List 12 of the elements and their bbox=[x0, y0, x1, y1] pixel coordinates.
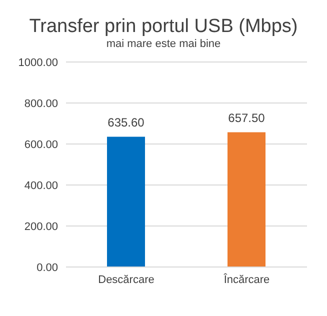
y-tick-label: 200.00 bbox=[24, 220, 58, 233]
data-label: 635.60 bbox=[108, 116, 145, 130]
y-tick-label: 1000.00 bbox=[18, 56, 58, 69]
x-tick-label: Încărcare bbox=[222, 272, 270, 286]
chart-subtitle: mai mare este mai bine bbox=[105, 38, 222, 50]
y-tick-label: 0.00 bbox=[36, 262, 58, 274]
data-label: 657.50 bbox=[228, 111, 266, 126]
chart-title: Transfer prin portul USB (Mbps) bbox=[28, 15, 299, 38]
y-tick-label: 800.00 bbox=[24, 98, 58, 110]
y-tick-label: 600.00 bbox=[24, 138, 58, 151]
y-tick-label: 400.00 bbox=[24, 180, 58, 192]
x-tick-label: Descărcare bbox=[98, 274, 154, 286]
